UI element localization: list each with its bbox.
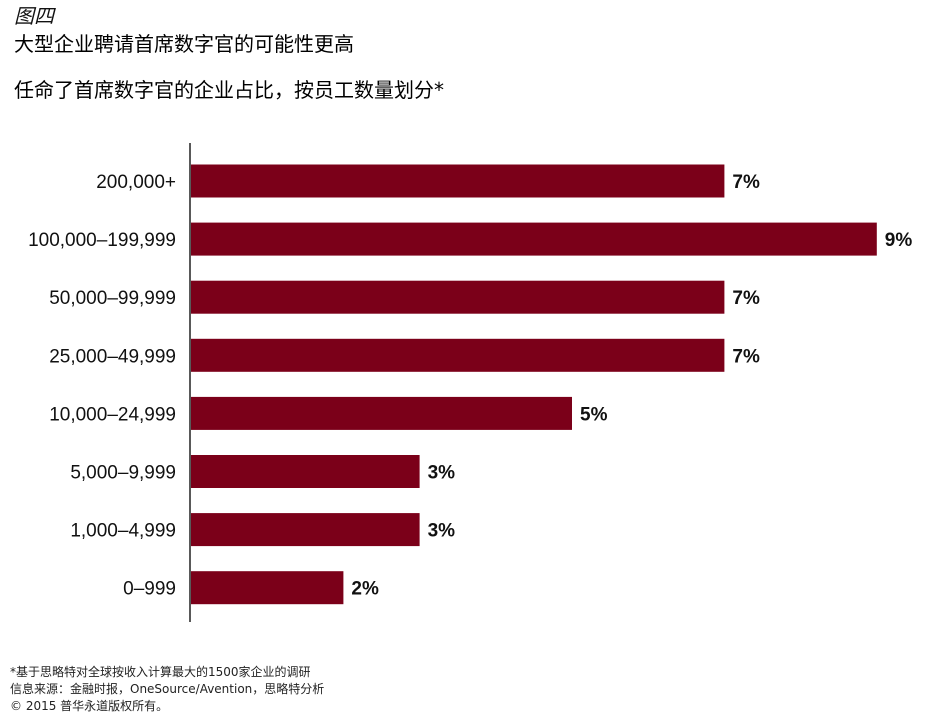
category-label: 50,000–99,999	[49, 288, 176, 309]
footnote-methodology: *基于思略特对全球按收入计算最大的1500家企业的调研	[10, 665, 311, 679]
category-label: 5,000–9,999	[70, 463, 176, 484]
bar	[191, 164, 725, 198]
value-label: 2%	[351, 579, 379, 600]
value-label: 3%	[428, 521, 456, 542]
category-label: 100,000–199,999	[28, 230, 176, 251]
footnotes: *基于思略特对全球按收入计算最大的1500家企业的调研 信息来源：金融时报，On…	[10, 664, 324, 715]
bar	[191, 513, 420, 547]
value-label: 7%	[732, 346, 760, 367]
value-label: 3%	[428, 463, 456, 484]
chart-title: 大型企业聘请首席数字官的可能性更高	[14, 32, 354, 56]
bar	[191, 571, 344, 605]
bar-chart: 200,000+ 7% 100,000–199,999 9% 50,000–99,999…	[28, 143, 913, 622]
footnote-copyright: © 2015 普华永道版权所有。	[10, 699, 169, 713]
figure-label: 图四	[14, 4, 54, 28]
footnote-source: 信息来源：金融时报，OneSource/Avention，思略特分析	[10, 682, 325, 696]
bar	[191, 396, 572, 430]
category-label: 0–999	[123, 579, 176, 600]
bar	[191, 280, 725, 314]
value-label: 7%	[732, 172, 760, 193]
value-label: 9%	[885, 230, 913, 251]
bar	[191, 222, 877, 256]
bar	[191, 455, 420, 488]
bar	[191, 338, 725, 372]
chart-subtitle: 任命了首席数字官的企业占比，按员工数量划分*	[14, 78, 444, 102]
category-label: 200,000+	[96, 172, 176, 193]
category-label: 1,000–4,999	[70, 521, 176, 542]
category-label: 25,000–49,999	[49, 346, 176, 367]
value-label: 7%	[732, 288, 760, 309]
value-label: 5%	[580, 404, 608, 425]
category-label: 10,000–24,999	[49, 404, 176, 425]
